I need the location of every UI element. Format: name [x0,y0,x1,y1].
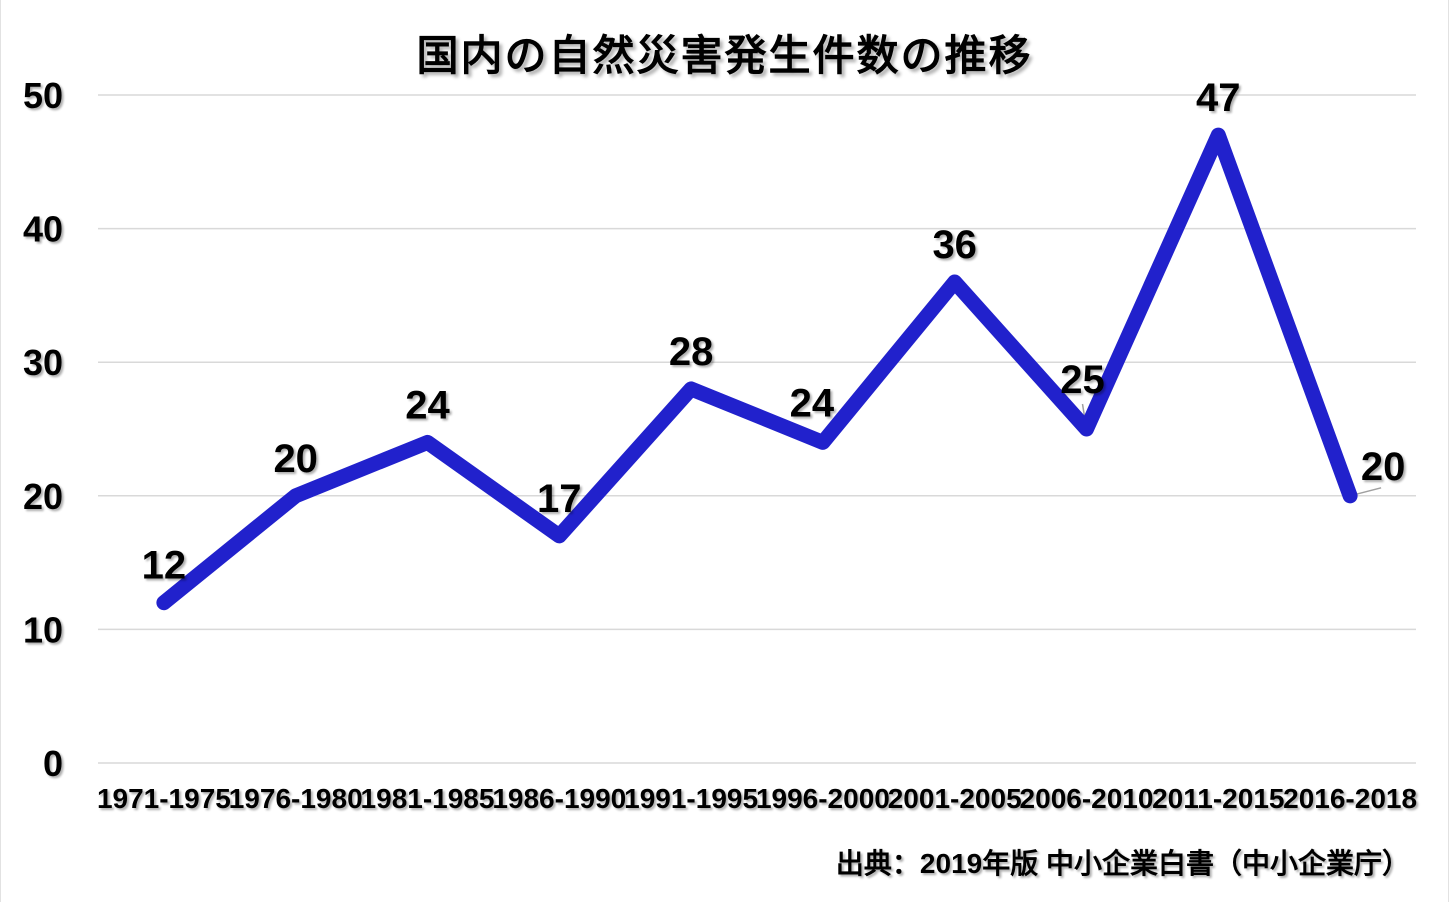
data-series-line [156,127,1358,611]
x-axis-label: 2001-2005 [888,783,1022,814]
data-point-label: 24 [790,381,835,425]
x-axis-label: 1996-2000 [756,783,890,814]
data-point-label: 36 [932,223,977,267]
source-caption: 出典：2019年版 中小企業白書（中小企業庁） [835,848,1410,879]
x-axis-label: 1981-1985 [361,783,495,814]
x-axis-label: 1976-1980 [229,783,363,814]
data-point-label: 47 [1196,76,1241,120]
x-axis-label: 2016-2018 [1283,783,1417,814]
y-tick-label: 30 [23,342,63,383]
x-axis-label: 1986-1990 [492,783,626,814]
y-tick-label: 0 [43,743,63,784]
y-tick-label: 40 [23,209,63,250]
data-point-label: 20 [273,437,318,481]
x-axis-label: 1991-1995 [624,783,758,814]
data-point-label: 17 [537,477,582,521]
x-axis-label: 1971-1975 [97,783,231,814]
chart-title: 国内の自然災害発生件数の推移 [416,32,1033,79]
y-tick-label: 50 [23,75,63,116]
data-point-label: 28 [669,330,714,374]
y-tick-label: 10 [23,609,63,650]
y-tick-label: 20 [23,476,63,517]
x-axis-label: 2006-2010 [1020,783,1154,814]
data-point-label: 24 [405,383,450,427]
x-axis-label: 2011-2015 [1152,783,1284,814]
data-point-label: 25 [1060,358,1105,402]
data-point-label: 12 [142,544,187,588]
data-point-label: 20 [1361,445,1406,489]
